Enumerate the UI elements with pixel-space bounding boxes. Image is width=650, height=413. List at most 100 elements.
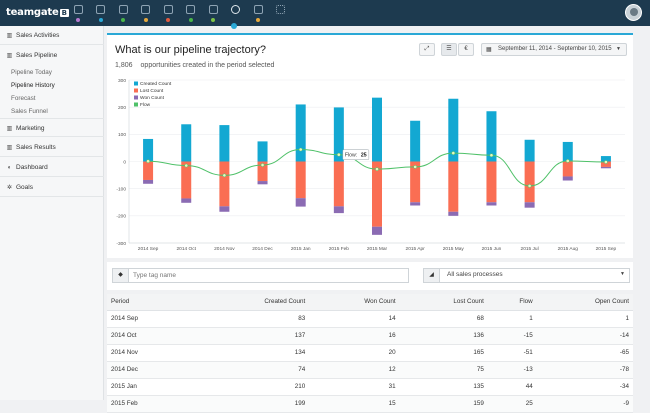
column-header[interactable]: Won Count (309, 294, 400, 311)
bar-won (562, 176, 573, 181)
bar-won (600, 166, 611, 169)
x-tick-label: 2015 Aug (558, 246, 579, 252)
y-tick-label: 200 (118, 105, 126, 111)
column-header[interactable]: Period (107, 294, 197, 311)
sidebar-item-marketing[interactable]: ▥ Marketing (0, 118, 104, 137)
bar-won (486, 202, 497, 206)
deals-nav-icon[interactable] (140, 5, 152, 22)
calendar-icon: ▦ (486, 47, 492, 53)
date-range-picker[interactable]: ▦ September 11, 2014 - September 10, 2015… (481, 43, 627, 56)
tooltip-value: 25 (361, 153, 367, 159)
table-cell: 16 (309, 327, 400, 345)
flow-point (375, 167, 379, 171)
legend-swatch (134, 102, 138, 107)
bar-won (410, 202, 421, 206)
flow-point (222, 173, 227, 178)
tooltip-label: Flow: (345, 153, 357, 159)
reports-nav-icon[interactable] (230, 5, 242, 18)
table-row[interactable]: 2015 Feb 199 15 159 25 -9 (107, 395, 633, 413)
column-header[interactable]: Flow (487, 294, 537, 311)
sidebar-item-goals[interactable]: ✲ Goals (0, 178, 104, 197)
column-header[interactable]: Lost Count (399, 294, 488, 311)
tag-icon: ◆ (113, 269, 129, 282)
sidebar-item-sales-activities[interactable]: ▥ Sales Activities (0, 26, 104, 45)
documents-nav-icon[interactable] (207, 5, 219, 22)
table-row[interactable]: 2014 Sep 83 14 68 1 1 (107, 310, 633, 328)
fullscreen-button[interactable]: ⤢ (419, 43, 435, 56)
apps-grid-icon[interactable] (275, 5, 287, 18)
bar-lost (181, 161, 192, 199)
bar-won (448, 211, 459, 216)
table-cell: 68 (399, 310, 488, 328)
bar-won (524, 202, 535, 208)
table-cell: 44 (487, 378, 537, 396)
bar-lost (486, 161, 497, 203)
flow-point (260, 163, 265, 167)
bar-created (257, 141, 268, 162)
column-header[interactable]: Created Count (197, 294, 310, 311)
page-title: What is our pipeline trajectory? (115, 44, 267, 56)
activities-nav-icon[interactable] (72, 5, 84, 22)
flow-point (298, 147, 303, 152)
sidebar-subitem-forecast[interactable]: Forecast (11, 95, 36, 102)
table-cell: 2014 Oct (107, 327, 197, 345)
table-row[interactable]: 2014 Oct 137 16 136 -15 -14 (107, 327, 633, 345)
bar-lost (524, 161, 535, 203)
calendar-nav-icon[interactable] (162, 5, 174, 22)
table-cell: 137 (197, 327, 310, 345)
app-logo[interactable]: teamgate B (6, 7, 69, 18)
sidebar-item-sales-pipeline[interactable]: ▥ Sales Pipeline (0, 46, 104, 65)
x-tick-label: 2015 Feb (329, 246, 350, 252)
tag-search-input[interactable] (133, 271, 403, 280)
sales-process-select[interactable]: ◢ All sales processes ▼ (423, 268, 630, 283)
flow-point (336, 152, 341, 157)
table-cell: 12 (309, 361, 400, 379)
table-row[interactable]: 2014 Dec 74 12 75 -13 -78 (107, 361, 633, 379)
sidebar: ▥ Sales Activities ▥ Sales Pipeline Pipeli… (0, 26, 104, 400)
table-row[interactable]: 2014 Nov 134 20 165 -51 -65 (107, 344, 633, 362)
bar-lost (333, 161, 344, 207)
funnel-chart-icon: ◢ (424, 269, 440, 282)
sidebar-subitem-sales-funnel[interactable]: Sales Funnel (11, 108, 48, 115)
table-cell: 199 (197, 395, 310, 413)
table-cell: -9 (536, 395, 633, 413)
table-cell: 20 (309, 344, 400, 362)
bar-won (257, 181, 268, 185)
currency-button[interactable]: € (458, 43, 474, 56)
billing-nav-icon[interactable] (252, 5, 264, 22)
legend-swatch (134, 88, 138, 93)
top-navigation-bar: teamgate B (0, 0, 650, 29)
x-tick-label: 2015 Jan (291, 246, 311, 252)
x-tick-label: 2014 Oct (176, 246, 196, 252)
user-avatar[interactable] (625, 4, 642, 21)
column-header[interactable]: Open Count (536, 294, 633, 311)
x-tick-label: 2014 Sep (138, 246, 159, 252)
table-cell: -14 (536, 327, 633, 345)
flow-point (184, 163, 189, 168)
expand-icon: ⤢ (424, 46, 430, 52)
sidebar-subitem-pipeline-today[interactable]: Pipeline Today (11, 69, 52, 76)
bar-created (143, 138, 154, 162)
table-cell: 2014 Sep (107, 310, 197, 328)
flow-point (489, 153, 494, 158)
table-cell: 165 (399, 344, 488, 362)
table-cell: -65 (536, 344, 633, 362)
table-cell: -34 (536, 378, 633, 396)
bar-lost (600, 161, 611, 167)
filter-panel: ◆ ◢ All sales processes ▼ (107, 262, 633, 290)
sidebar-item-dashboard[interactable]: ◐ Dashboard (0, 158, 104, 177)
list-view-button[interactable]: ☰ (441, 43, 457, 56)
bar-created (524, 139, 535, 162)
dashboard-icon: ◐ (7, 165, 12, 171)
tasks-nav-icon[interactable] (185, 5, 197, 22)
sidebar-item-sales-results[interactable]: ▥ Sales Results (0, 138, 104, 157)
table-cell: 136 (399, 327, 488, 345)
companies-nav-icon[interactable] (117, 5, 129, 22)
sidebar-subitem-pipeline-history[interactable]: Pipeline History (11, 82, 55, 89)
legend-label: Lost Count (140, 88, 164, 94)
bar-created (486, 111, 497, 162)
legend-label: Created Count (140, 81, 172, 87)
contacts-nav-icon[interactable] (95, 5, 107, 22)
table-row[interactable]: 2015 Jan 210 31 135 44 -34 (107, 378, 633, 396)
bar-created (562, 141, 573, 162)
